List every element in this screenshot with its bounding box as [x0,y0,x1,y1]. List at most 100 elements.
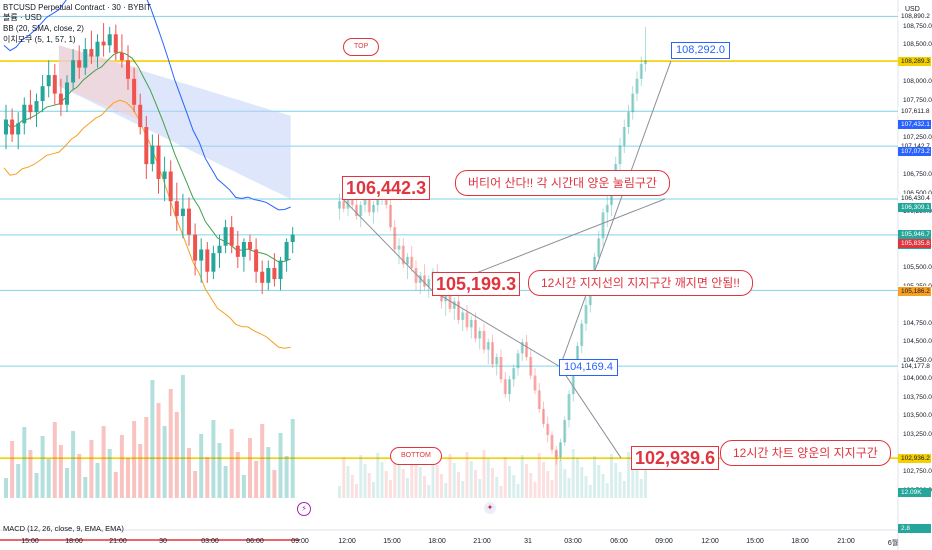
projection-candle [495,357,499,365]
note-annotation-1[interactable]: 버티어 산다!! 각 시간대 양운 눌림구간 [455,170,670,196]
projection-volume-bar [601,474,605,498]
projection-volume-bar [503,457,507,498]
price-tick: 108,500.0 [903,41,932,49]
time-tick: 09:00 [655,538,673,545]
projection-volume-bar [516,484,520,498]
candle [113,34,118,53]
price-tick: 107,750.0 [903,97,932,105]
price-tick: 103,500.0 [903,412,932,420]
projection-candle [571,368,575,395]
projection-candle [508,379,511,395]
candle [52,75,57,94]
legend-symbol[interactable]: BTCUSD Perpetual Contract · 30 · BYBIT [3,3,152,12]
projection-volume-bar [457,472,460,498]
projection-candle [605,204,609,213]
projection-volume-bar [622,481,626,498]
volume-bar [22,427,27,498]
time-tick: 21:00 [109,538,127,545]
projection-volume-bar [554,451,558,498]
price-tag: 107,073.2 [898,146,931,156]
projection-volume-bar [491,468,494,498]
projection-volume-bar [533,482,537,498]
legend-bollinger[interactable]: BB (20, SMA, close, 2) [3,24,84,33]
candle [46,75,51,87]
top-label[interactable]: TOP [343,38,380,56]
projection-candle [359,204,363,217]
projection-candle [338,201,341,209]
note-annotation-2[interactable]: 12시간 지지선의 지지구간 깨지면 안됨!! [528,270,753,296]
projection-candle [465,312,469,328]
candle [290,234,295,243]
projection-volume-bar [452,463,456,498]
projection-candle [525,342,528,358]
projection-candle [576,345,579,369]
projection-candle [554,449,558,458]
volume-bar [229,429,234,498]
projection-volume-bar [363,464,367,498]
projection-candle [389,204,392,228]
projection-volume-bar [448,454,452,498]
projection-candle [457,301,460,320]
time-tick: 30 [159,538,167,545]
scenario-down-line [341,197,622,459]
price-tick: 108,000.0 [903,78,932,86]
candle [126,60,130,79]
volume-bar [193,471,198,498]
candle [187,208,191,235]
price-box-108292[interactable]: 108,292.0 [671,42,730,59]
projection-volume-bar [529,473,533,498]
projection-volume-bar [597,465,601,498]
price-annotation-105199[interactable]: 105,199.3 [432,272,521,296]
volume-bar [290,419,295,498]
candle [235,245,240,257]
projection-volume-bar [512,475,516,498]
volume-bar [272,470,277,498]
projection-volume-bar [431,456,435,498]
projection-volume-bar [478,479,482,498]
projection-volume-bar [537,453,541,498]
candle [138,104,143,128]
projection-volume-bar [380,462,384,498]
price-annotation-106442[interactable]: 106,442.3 [342,176,431,200]
price-tag: 105,835.8 [898,238,931,248]
candle [162,171,167,179]
volume-bar [211,420,216,498]
lightning-icon[interactable]: ⚡ [297,502,311,516]
projection-candle [529,357,533,376]
projection-candle [491,342,494,365]
projection-candle [618,145,622,165]
price-annotation-102939[interactable]: 102,939.6 [631,446,720,470]
projection-volume-bar [610,454,613,498]
projection-volume-bar [389,480,392,498]
candle [65,82,69,105]
projection-volume-bar [444,483,448,498]
projection-candle [533,375,537,391]
projection-volume-bar [338,486,341,498]
projection-volume-bar [499,486,503,498]
projection-candle [542,408,545,424]
price-box-104169[interactable]: 104,169.4 [559,359,618,376]
candle [144,127,149,165]
projection-volume-bar [397,460,401,498]
price-tag: 107,611.8 [898,106,931,116]
time-tick: 15:00 [21,538,39,545]
us-flag-icon[interactable]: ✦ [484,502,496,514]
projection-volume-bar [350,475,354,498]
projection-candle [584,305,588,324]
projection-candle [644,60,647,64]
projection-candle [567,394,571,421]
projection-candle [601,212,605,239]
volume-bar [16,464,21,498]
bottom-label[interactable]: BOTTOM [390,447,442,465]
candle [205,249,210,272]
legend-ichimoku[interactable]: 이치모쿠 (5, 1, 57, 1) [3,35,76,44]
time-tick: 06:00 [610,538,628,545]
note-annotation-3[interactable]: 12시간 차트 양운의 지지구간 [720,440,891,466]
legend-volume[interactable]: 볼륨 · USD [3,13,42,22]
projection-candle [444,293,448,302]
volume-bar [95,463,100,498]
projection-candle [486,342,490,350]
macd-legend[interactable]: MACD (12, 26, close, 9, EMA, EMA) [3,524,124,533]
volume-bar [187,448,191,498]
